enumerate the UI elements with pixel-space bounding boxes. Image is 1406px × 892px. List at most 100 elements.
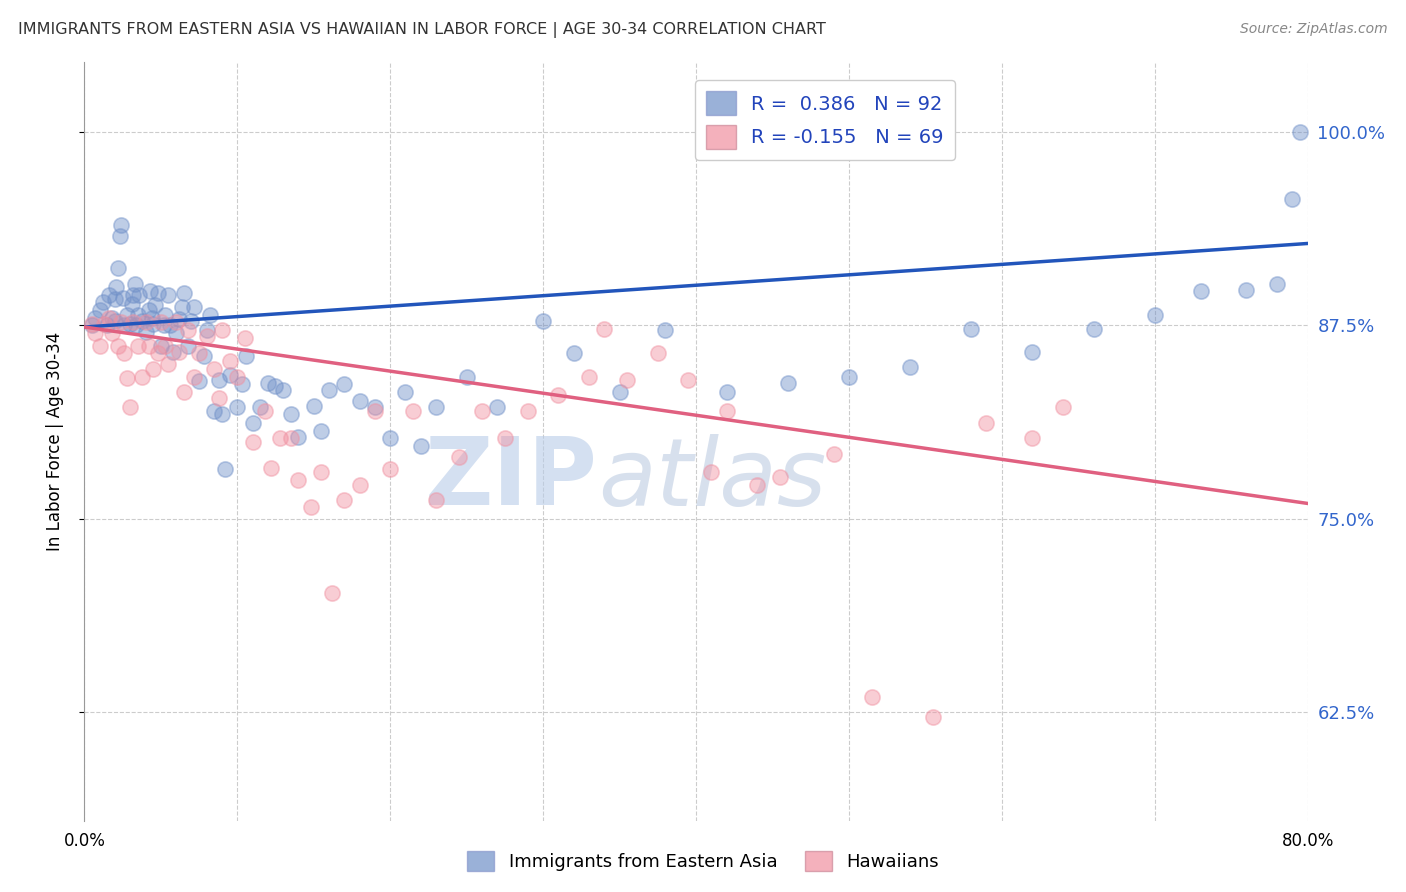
Point [211, 323, 233, 337]
Point [349, 478, 371, 492]
Point [120, 401, 142, 415]
Text: Source: ZipAtlas.com: Source: ZipAtlas.com [1240, 22, 1388, 37]
Point [494, 432, 516, 446]
Point [838, 369, 860, 384]
Point [333, 493, 356, 508]
Point [321, 586, 343, 600]
Point [349, 394, 371, 409]
Point [264, 379, 287, 393]
Point [93, 317, 115, 331]
Point [135, 315, 157, 329]
Point [394, 384, 416, 399]
Point [1083, 321, 1105, 335]
Point [425, 401, 447, 415]
Point [922, 710, 945, 724]
Point [214, 462, 236, 476]
Point [976, 416, 998, 430]
Point [195, 329, 218, 343]
Point [647, 346, 669, 360]
Point [960, 321, 983, 335]
Point [105, 280, 128, 294]
Point [183, 300, 205, 314]
Point [165, 315, 187, 329]
Point [242, 416, 264, 430]
Point [1265, 277, 1288, 291]
Point [1289, 125, 1312, 139]
Point [471, 403, 494, 417]
Point [747, 478, 769, 492]
Point [193, 350, 215, 364]
Point [84, 326, 107, 341]
Point [253, 403, 276, 417]
Point [198, 308, 221, 322]
Point [898, 360, 921, 375]
Point [249, 401, 271, 415]
Text: IMMIGRANTS FROM EASTERN ASIA VS HAWAIIAN IN LABOR FORCE | AGE 30-34 CORRELATION : IMMIGRANTS FROM EASTERN ASIA VS HAWAIIAN… [18, 22, 827, 38]
Point [128, 287, 150, 301]
Point [112, 346, 135, 360]
Y-axis label: In Labor Force | Age 30-34: In Labor Force | Age 30-34 [45, 332, 63, 551]
Point [531, 314, 554, 328]
Point [823, 447, 845, 461]
Point [516, 403, 538, 417]
Point [769, 470, 792, 484]
Point [115, 308, 138, 322]
Point [188, 346, 211, 360]
Point [138, 303, 160, 318]
Point [180, 314, 202, 328]
Point [149, 315, 172, 329]
Point [143, 298, 166, 312]
Point [1143, 308, 1166, 322]
Point [208, 391, 231, 405]
Point [131, 369, 153, 384]
Point [146, 346, 169, 360]
Point [409, 439, 432, 453]
Point [104, 292, 127, 306]
Point [177, 323, 200, 337]
Point [578, 369, 600, 384]
Point [776, 376, 799, 390]
Point [260, 460, 283, 475]
Point [242, 434, 264, 449]
Point [125, 318, 148, 333]
Point [157, 287, 180, 301]
Point [311, 466, 333, 480]
Point [142, 317, 165, 331]
Point [89, 303, 111, 318]
Point [188, 374, 211, 388]
Point [183, 369, 205, 384]
Point [380, 462, 402, 476]
Point [139, 285, 162, 299]
Point [167, 312, 190, 326]
Point [402, 403, 425, 417]
Point [89, 338, 111, 352]
Point [562, 346, 585, 360]
Point [678, 373, 700, 387]
Point [716, 384, 738, 399]
Point [127, 308, 149, 322]
Point [700, 466, 723, 480]
Point [226, 401, 249, 415]
Point [159, 318, 181, 333]
Point [138, 338, 160, 352]
Point [218, 368, 240, 382]
Point [107, 261, 129, 276]
Point [425, 493, 447, 508]
Legend: R =  0.386   N = 92, R = -0.155   N = 69: R = 0.386 N = 92, R = -0.155 N = 69 [695, 79, 955, 161]
Point [96, 318, 118, 333]
Legend: Immigrants from Eastern Asia, Hawaiians: Immigrants from Eastern Asia, Hawaiians [460, 844, 946, 879]
Point [101, 326, 124, 341]
Point [124, 277, 146, 291]
Point [97, 310, 120, 325]
Point [233, 331, 256, 345]
Point [195, 323, 218, 337]
Point [141, 310, 163, 325]
Point [120, 317, 142, 331]
Point [153, 318, 176, 333]
Point [208, 373, 231, 387]
Point [131, 314, 153, 328]
Point [122, 287, 145, 301]
Point [318, 384, 340, 398]
Point [173, 384, 195, 399]
Point [364, 403, 387, 417]
